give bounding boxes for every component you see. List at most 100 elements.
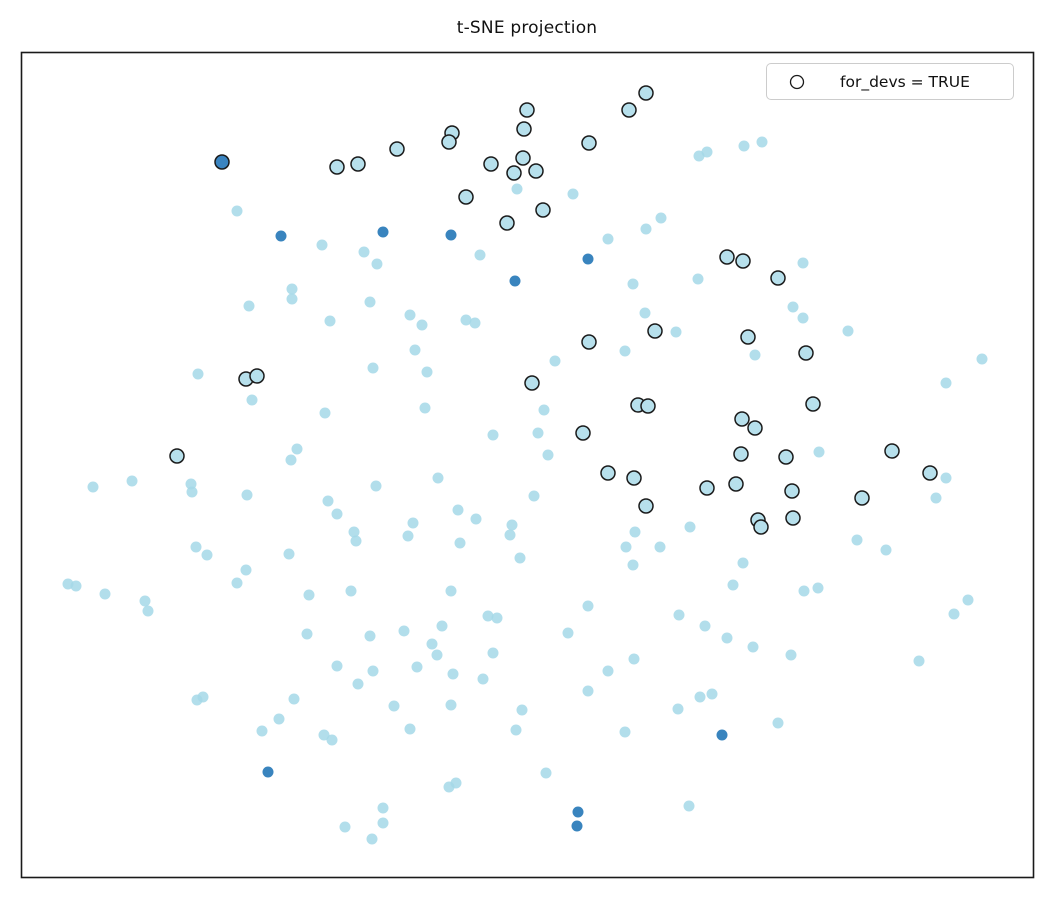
data-point (515, 150, 531, 166)
data-point (654, 541, 666, 553)
data-point (509, 275, 521, 287)
data-point (404, 309, 416, 321)
data-point (728, 476, 744, 492)
data-point (528, 163, 544, 179)
data-point (647, 323, 663, 339)
data-point (721, 632, 733, 644)
data-point (753, 519, 769, 535)
data-point (737, 557, 749, 569)
data-point (619, 345, 631, 357)
data-point (772, 717, 784, 729)
data-point (930, 492, 942, 504)
data-point (377, 817, 389, 829)
data-point (426, 638, 438, 650)
data-point (770, 270, 786, 286)
data-point (432, 472, 444, 484)
data-point (747, 420, 763, 436)
data-point (303, 589, 315, 601)
data-point (246, 394, 258, 406)
data-point (404, 723, 416, 735)
data-point (249, 368, 265, 384)
data-point (510, 724, 522, 736)
data-point (364, 296, 376, 308)
data-point (506, 519, 518, 531)
data-point (316, 239, 328, 251)
data-point (142, 605, 154, 617)
plot-frame (20, 51, 1035, 879)
data-point (749, 349, 761, 361)
data-point (701, 146, 713, 158)
data-point (431, 649, 443, 661)
data-point (514, 552, 526, 564)
data-point (192, 368, 204, 380)
data-point (99, 588, 111, 600)
data-point (262, 766, 274, 778)
data-point (672, 703, 684, 715)
data-point (256, 725, 268, 737)
data-point (190, 541, 202, 553)
data-point (519, 102, 535, 118)
data-point (366, 833, 378, 845)
data-point (402, 530, 414, 542)
data-point (851, 534, 863, 546)
data-point (345, 585, 357, 597)
data-point (735, 253, 751, 269)
data-point (528, 490, 540, 502)
data-point (683, 800, 695, 812)
data-point (407, 517, 419, 529)
data-point (805, 396, 821, 412)
data-point (371, 258, 383, 270)
data-point (231, 205, 243, 217)
data-point (813, 446, 825, 458)
data-point (511, 183, 523, 195)
data-point (445, 229, 457, 241)
data-point (940, 472, 952, 484)
data-point (733, 446, 749, 462)
data-point (670, 326, 682, 338)
data-point (540, 767, 552, 779)
data-point (197, 691, 209, 703)
data-point (884, 443, 900, 459)
data-point (87, 481, 99, 493)
data-point (626, 470, 642, 486)
data-point (70, 580, 82, 592)
data-point (506, 165, 522, 181)
data-point (638, 85, 654, 101)
data-point (940, 377, 952, 389)
data-point (421, 366, 433, 378)
data-point (504, 529, 516, 541)
data-point (291, 443, 303, 455)
data-point (450, 777, 462, 789)
data-point (922, 465, 938, 481)
data-point (477, 673, 489, 685)
data-point (571, 820, 583, 832)
data-point (445, 699, 457, 711)
data-point (339, 821, 351, 833)
data-point (283, 548, 295, 560)
data-point (785, 649, 797, 661)
chart-title: t-SNE projection (456, 18, 598, 38)
data-point (787, 301, 799, 313)
data-point (389, 141, 405, 157)
data-point (214, 154, 230, 170)
data-point (318, 729, 330, 741)
data-point (602, 233, 614, 245)
data-point (756, 136, 768, 148)
data-point (798, 345, 814, 361)
data-point (798, 585, 810, 597)
data-point (398, 625, 410, 637)
data-point (747, 641, 759, 653)
data-point (535, 202, 551, 218)
data-point (640, 398, 656, 414)
data-point (880, 544, 892, 556)
data-point (469, 317, 481, 329)
data-point (812, 582, 824, 594)
data-point (575, 425, 591, 441)
data-point (482, 610, 494, 622)
data-point (322, 495, 334, 507)
data-point (483, 156, 499, 172)
data-point (621, 102, 637, 118)
data-point (572, 806, 584, 818)
data-point (629, 526, 641, 538)
